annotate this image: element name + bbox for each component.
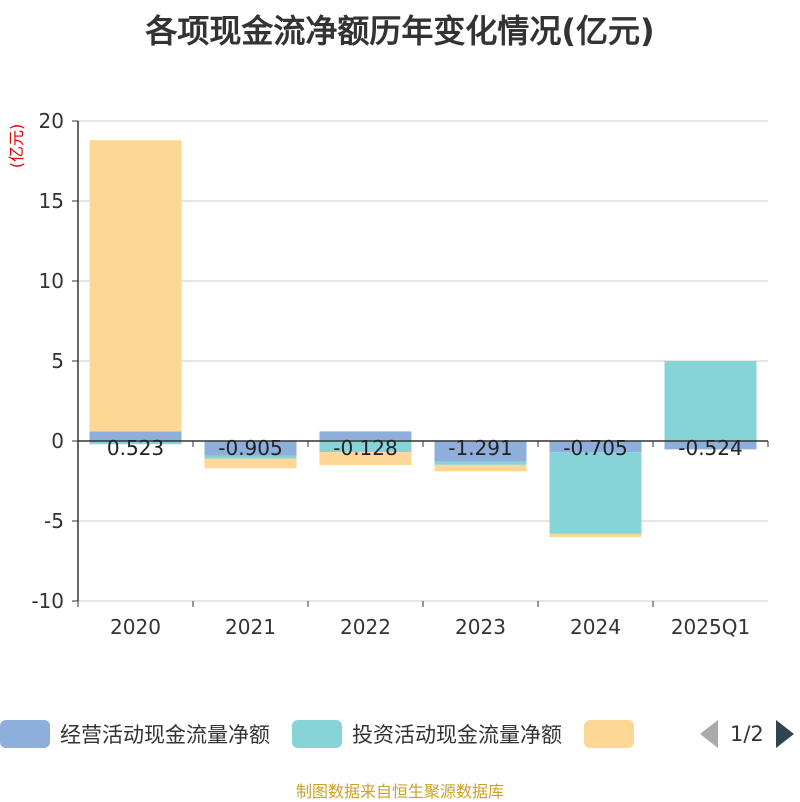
legend-next-page-icon[interactable] bbox=[775, 720, 794, 748]
y-tick-label-0: 0 bbox=[51, 429, 64, 453]
bar-2023-series-0[interactable] bbox=[434, 441, 527, 462]
bar-2023-series-1[interactable] bbox=[434, 461, 527, 465]
bars bbox=[89, 140, 757, 538]
bar-2021-series-1[interactable] bbox=[204, 455, 297, 459]
data-label-2023: -1.291 bbox=[448, 436, 512, 460]
data-labels: 0.523 -0.905 -0.128 -1.291 -0.705 -0.524 bbox=[107, 436, 743, 460]
x-tick-label-2024: 2024 bbox=[570, 615, 621, 639]
data-label-2021: -0.905 bbox=[218, 436, 282, 460]
bar-2024-series-1[interactable] bbox=[549, 452, 642, 534]
x-tick-label-2025Q1: 2025Q1 bbox=[671, 615, 750, 639]
bar-2025Q1-series-1[interactable] bbox=[664, 361, 757, 441]
x-tick-label-2023: 2023 bbox=[455, 615, 506, 639]
bar-2024-series-2[interactable] bbox=[549, 533, 642, 538]
bar-2022-series-0[interactable] bbox=[319, 431, 412, 441]
data-source-footer: 制图数据来自恒生聚源数据库 bbox=[295, 782, 504, 801]
legend-page-indicator: 1/2 bbox=[730, 722, 764, 746]
x-tick-label-2021: 2021 bbox=[225, 615, 276, 639]
data-label-2022: -0.128 bbox=[333, 436, 397, 460]
y-tick-label-15: 15 bbox=[39, 189, 64, 213]
data-label-2025Q1: -0.524 bbox=[678, 436, 742, 460]
y-tick-label--5: -5 bbox=[44, 509, 64, 533]
y-tick-label-10: 10 bbox=[39, 269, 64, 293]
bar-2021-series-0[interactable] bbox=[204, 441, 297, 456]
data-label-2020: 0.523 bbox=[107, 436, 164, 460]
x-tick-label-2022: 2022 bbox=[340, 615, 391, 639]
legend-prev-page-icon[interactable] bbox=[700, 720, 718, 748]
axes: 20 15 10 5 0 -5 -10 2020 2021 2022 2023 2024 2025Q1 bbox=[31, 109, 769, 639]
bar-2020-series-1[interactable] bbox=[89, 441, 182, 445]
legend-swatch-operating bbox=[0, 720, 50, 748]
legend-item-financing[interactable] bbox=[584, 720, 644, 748]
y-tick-label-20: 20 bbox=[39, 109, 64, 133]
legend: 经营活动现金流量净额 投资活动现金流量净额 bbox=[0, 716, 666, 752]
bar-2023-series-2[interactable] bbox=[434, 464, 527, 472]
legend-label-investing: 投资活动现金流量净额 bbox=[352, 723, 562, 747]
bar-2022-series-1[interactable] bbox=[319, 441, 412, 453]
legend-label-operating: 经营活动现金流量净额 bbox=[60, 723, 270, 747]
x-tick-label-2020: 2020 bbox=[110, 615, 161, 639]
legend-item-operating[interactable]: 经营活动现金流量净额 bbox=[0, 719, 270, 749]
bar-2024-series-0[interactable] bbox=[549, 441, 642, 453]
data-label-2024: -0.705 bbox=[563, 436, 627, 460]
bar-2020-series-2[interactable] bbox=[89, 140, 182, 432]
bar-2022-series-2[interactable] bbox=[319, 452, 412, 465]
y-tick-label-5: 5 bbox=[51, 349, 64, 373]
y-tick-label--10: -10 bbox=[31, 589, 64, 613]
y-axis-label: (亿元) bbox=[7, 124, 26, 169]
bar-2021-series-2[interactable] bbox=[204, 458, 297, 469]
bar-2025Q1-series-0[interactable] bbox=[664, 441, 757, 450]
legend-pager: 1/2 bbox=[700, 716, 794, 752]
legend-swatch-investing bbox=[292, 720, 342, 748]
bar-2020-series-0[interactable] bbox=[89, 431, 182, 441]
legend-swatch-financing bbox=[584, 720, 634, 748]
chart-title: 各项现金流净额历年变化情况(亿元) bbox=[145, 12, 655, 50]
legend-item-investing[interactable]: 投资活动现金流量净额 bbox=[292, 719, 562, 749]
